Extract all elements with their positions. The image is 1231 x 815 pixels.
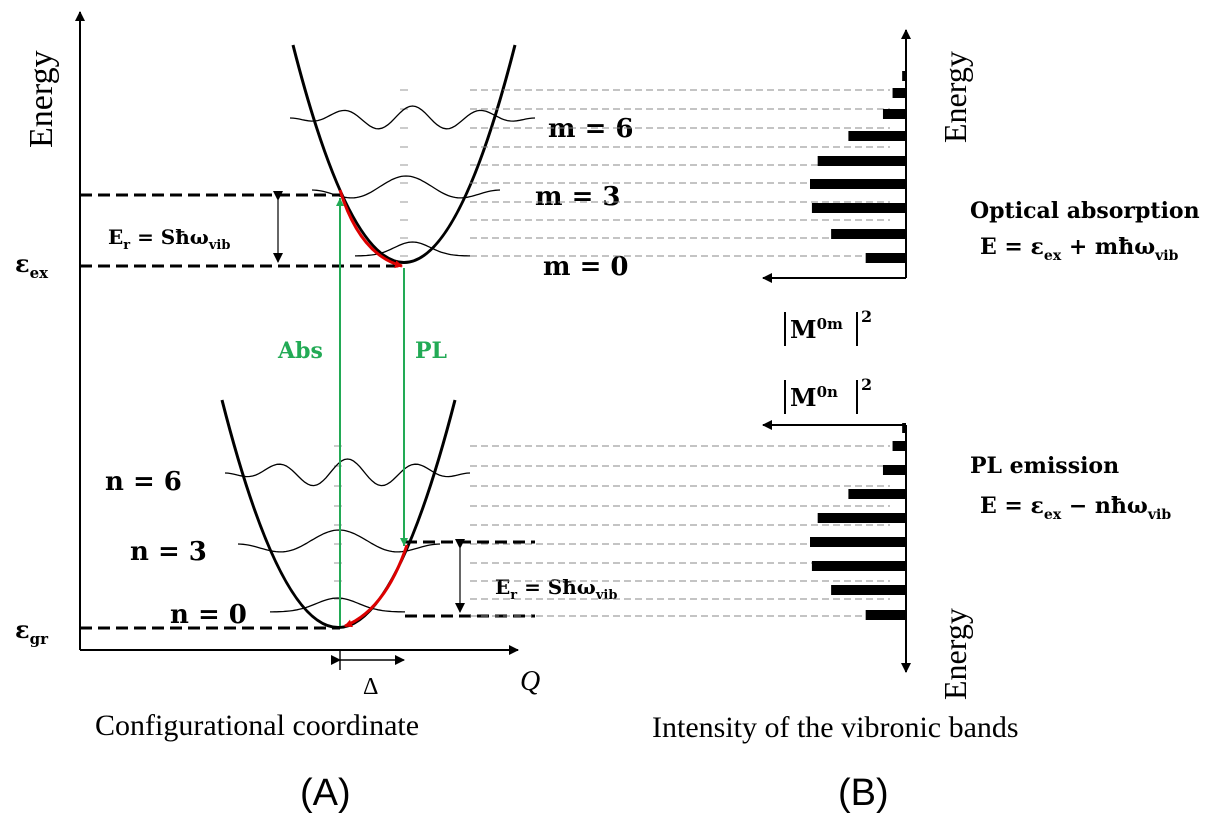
m6-label: m = 6 (548, 114, 634, 144)
eps-ex-label: εex (15, 249, 49, 282)
svg-text:M0m: M0m (790, 315, 843, 344)
wavefunction-m0 (355, 241, 470, 257)
emission-bar-2 (811, 561, 906, 571)
svg-text:M0n: M0n (790, 383, 838, 412)
pl-equation: E = εex − nħωvib (980, 493, 1171, 523)
absorption-bar-4 (817, 156, 906, 166)
svg-text:2: 2 (861, 307, 872, 326)
abs-label: Abs (277, 338, 323, 364)
excited-relaxation-curve (338, 189, 403, 269)
absorption-bars (810, 71, 906, 263)
vibrational-wavefunctions (224, 105, 536, 613)
emission-bar-3 (810, 537, 906, 547)
absorption-bar-6 (882, 109, 906, 119)
abs-equation: E = εex + mħωvib (980, 234, 1179, 264)
wavefunction-n0 (270, 597, 405, 613)
ground-relaxation-curve (344, 544, 409, 628)
eps-gr-label: εgr (15, 615, 49, 648)
absorption-bar-3 (810, 179, 906, 189)
wavefunction-n6 (224, 458, 471, 487)
emission-bar-4 (817, 513, 906, 523)
panel-a: Energy Q Δ εex εgr Er = Sħωvib (15, 11, 634, 814)
er-top-label: Er = Sħωvib (108, 225, 230, 253)
er-bottom-label: Er = Sħωvib (495, 575, 617, 603)
m0m-label: M0m 2 (784, 307, 872, 346)
n0-label: n = 0 (170, 600, 247, 630)
emission-bar-6 (882, 465, 906, 475)
upper-vibrational-levels (400, 89, 408, 257)
absorption-bar-2 (811, 203, 906, 213)
wavefunction-m6 (289, 105, 536, 130)
m0-label: m = 0 (543, 252, 629, 282)
emission-bar-8 (902, 423, 906, 433)
absorption-bar-1 (831, 229, 906, 239)
energy-axis-label: Energy (23, 50, 60, 148)
n6-label: n = 6 (105, 467, 182, 497)
caption-b: Intensity of the vibronic bands (652, 711, 1019, 744)
abs-title: Optical absorption (970, 198, 1200, 224)
emission-bar-5 (848, 489, 906, 499)
m3-label: m = 3 (535, 182, 621, 212)
svg-text:2: 2 (861, 375, 872, 394)
emission-bars (810, 423, 906, 620)
panel-label-b: (B) (838, 772, 889, 814)
absorption-bar-0 (865, 253, 906, 263)
excited-state-parabola (291, 44, 517, 264)
emission-bar-7 (892, 441, 906, 451)
absorption-bar-5 (848, 131, 906, 141)
emission-bar-0 (865, 610, 906, 620)
energy-label-top: Energy (937, 51, 973, 143)
q-axis-label: Q (520, 666, 540, 697)
m0n-label: M0n 2 (784, 375, 872, 414)
n3-label: n = 3 (130, 537, 207, 567)
ground-state-parabola (220, 399, 457, 629)
panel-b: Energy Energy M0m 2 M0n 2 Optical absorp… (470, 29, 1200, 814)
delta-label: Δ (363, 674, 378, 700)
pl-title: PL emission (970, 453, 1119, 479)
pl-label: PL (415, 338, 447, 364)
band-guide-lines (470, 89, 890, 617)
absorption-bar-7 (892, 88, 906, 98)
panel-label-a: (A) (300, 772, 351, 814)
emission-bar-1 (831, 585, 906, 595)
absorption-bar-8 (902, 71, 906, 81)
caption-a: Configurational coordinate (95, 709, 419, 742)
energy-label-bottom: Energy (937, 608, 973, 700)
